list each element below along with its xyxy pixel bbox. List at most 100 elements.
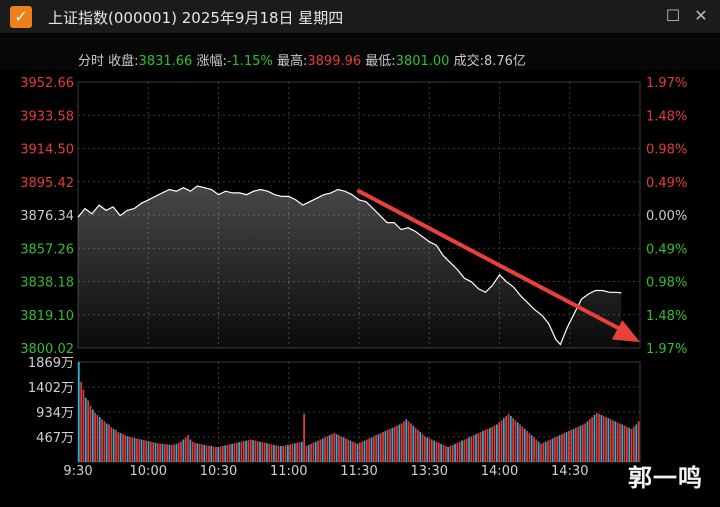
close-icon[interactable]: ✕ — [694, 6, 708, 25]
volume-bar — [407, 421, 410, 462]
volume-bar — [122, 434, 124, 462]
volume-bar — [289, 444, 292, 462]
volume-bar — [389, 428, 391, 462]
volume-bar — [166, 444, 168, 462]
volume-bar — [542, 442, 545, 462]
volume-bar — [472, 435, 475, 462]
window-title: 上证指数(000001) 2025年9月18日 星期四 — [48, 9, 344, 27]
volume-bar — [224, 445, 227, 462]
volume-bar — [226, 444, 229, 462]
volume-bar — [340, 436, 343, 462]
volume-bar — [444, 445, 447, 462]
volume-bar — [161, 443, 164, 462]
low-value: 3801.00 — [395, 54, 450, 69]
volume-bar — [238, 442, 240, 462]
volume-bar — [221, 445, 224, 462]
volume-bar — [319, 439, 322, 462]
maximize-icon[interactable]: ☐ — [665, 6, 681, 25]
time-tick-label: 14:30 — [551, 464, 588, 479]
volume-bar — [247, 440, 250, 462]
price-tick-label: 3952.66 — [20, 76, 74, 91]
volume-bar — [110, 427, 113, 462]
volume-bar — [558, 435, 561, 462]
volume-bar — [468, 437, 470, 462]
volume-bar — [479, 432, 482, 462]
volume-bar — [477, 433, 480, 462]
volume-bar — [581, 424, 584, 462]
low-label: 最低: — [365, 54, 396, 69]
volume-bar — [98, 417, 101, 462]
time-tick-label: 9:30 — [63, 464, 92, 479]
volume-bar — [187, 435, 189, 462]
volume-bar — [282, 445, 285, 462]
volume-bar — [584, 423, 586, 462]
volume-bar — [614, 421, 617, 462]
volume-bar — [496, 424, 498, 462]
volume-bar — [612, 420, 614, 462]
volume-bar — [112, 428, 115, 462]
intraday-chart[interactable]: 3952.66 1.97% 3933.58 1.48% 3914.50 0.98% 3895… — [0, 70, 720, 507]
volume-bar — [180, 441, 182, 462]
volume-bar — [119, 433, 122, 462]
volume-bar — [461, 440, 463, 462]
volume-bar — [328, 435, 331, 462]
volume-tick-label: 934万 — [36, 406, 74, 421]
volume-bar — [163, 444, 166, 462]
volume-bar — [633, 426, 635, 462]
volume-bar — [463, 439, 466, 462]
volume-bar — [635, 424, 638, 462]
price-tick-label: 3876.34 — [20, 209, 74, 224]
volume-bar — [433, 440, 436, 462]
volume-bar — [175, 443, 178, 462]
volume-bar — [509, 416, 512, 462]
volume-bar — [482, 431, 484, 462]
volume-bar — [293, 443, 296, 462]
volume-bar — [375, 435, 377, 462]
volume-bar — [591, 417, 593, 462]
volume-bar — [370, 437, 373, 462]
volume-bar — [196, 443, 199, 462]
change-label: 涨幅: — [196, 54, 227, 69]
volume-bar — [396, 425, 398, 462]
volume-bar — [349, 440, 352, 462]
volume-bar — [535, 439, 538, 462]
volume-bar — [507, 413, 510, 462]
trend-arrowhead — [611, 320, 640, 343]
volume-bar — [266, 443, 268, 462]
volume-bar — [212, 446, 215, 462]
volume-bar — [410, 423, 412, 462]
volume-bar — [189, 439, 192, 462]
volume-bar — [277, 445, 280, 462]
volume-bar — [263, 442, 266, 462]
volume-bar — [368, 438, 371, 462]
volume-bar — [554, 437, 556, 462]
volume-bar — [80, 381, 83, 462]
volume-bar — [231, 443, 233, 462]
volume-bar — [414, 427, 417, 462]
volume-bar — [170, 444, 173, 462]
pct-tick-label: 0.98% — [646, 143, 687, 158]
volume-bar — [84, 397, 87, 462]
volume-bar — [537, 441, 540, 462]
volume-bar — [317, 440, 319, 462]
volume-bar — [465, 438, 468, 462]
volume-bar — [205, 445, 208, 462]
volume-bar — [605, 417, 607, 462]
change-value: -1.15% — [226, 54, 273, 69]
check-icon: ✓ — [10, 6, 32, 28]
volume-bar — [345, 438, 347, 462]
volume-bar — [570, 429, 573, 462]
volume-bar — [630, 428, 633, 462]
volume-bar — [233, 443, 236, 462]
title-bar: ✓ 上证指数(000001) 2025年9月18日 星期四 ☐ ✕ — [0, 0, 720, 33]
volume-bar — [512, 418, 514, 462]
volume-bar — [544, 441, 547, 462]
price-tick-label: 3819.10 — [20, 309, 74, 324]
mode-label[interactable]: 分时 — [78, 54, 105, 69]
volume-bar — [203, 444, 206, 462]
volume-bar — [331, 434, 333, 462]
volume-bar — [101, 419, 103, 462]
volume-bar — [259, 441, 261, 462]
volume-bar — [198, 443, 201, 462]
price-tick-label: 3857.26 — [20, 242, 74, 257]
